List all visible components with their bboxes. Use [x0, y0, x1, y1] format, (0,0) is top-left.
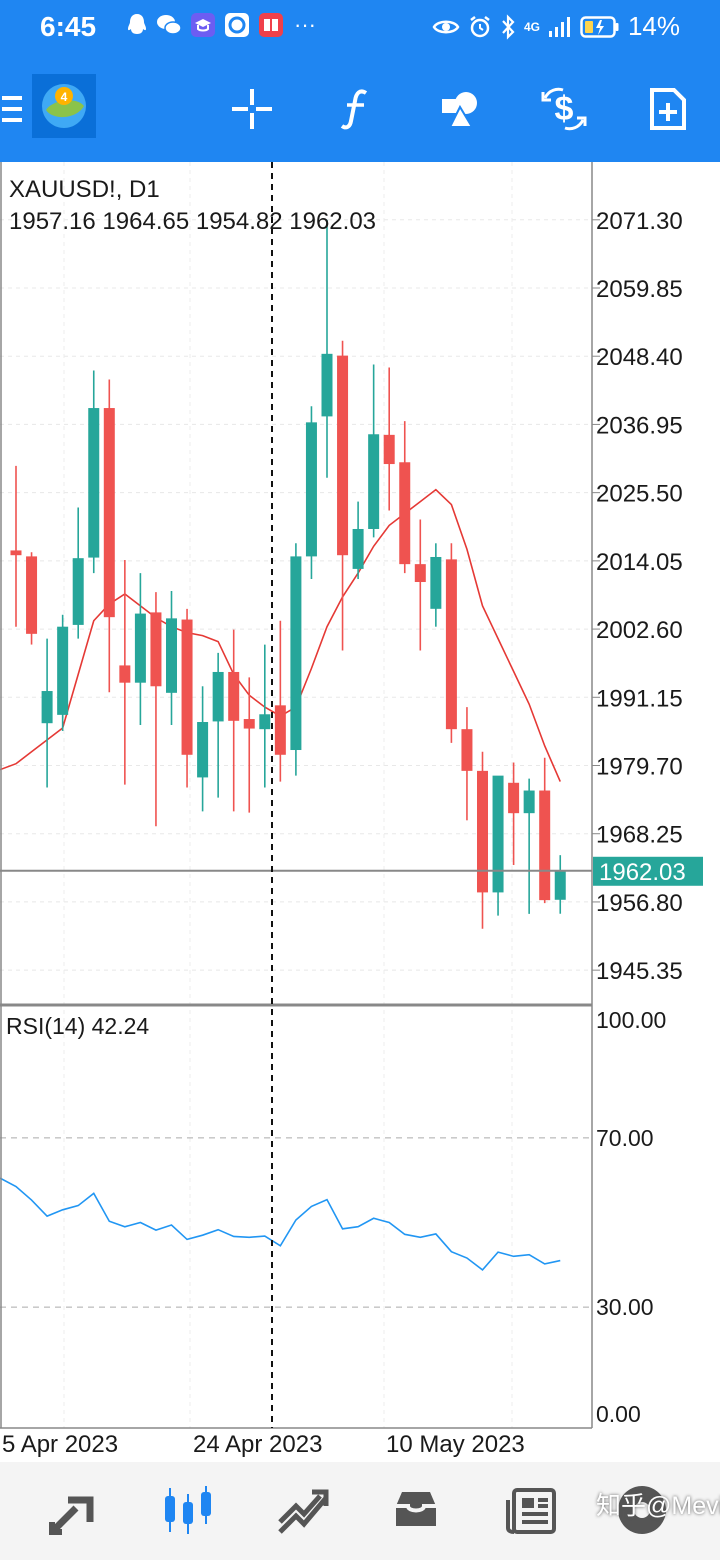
- news-icon[interactable]: [502, 1480, 562, 1540]
- candle-bearish[interactable]: [10, 465, 22, 627]
- candle-bearish[interactable]: [383, 367, 395, 511]
- watermark: 知乎@Mevir: [596, 1492, 720, 1520]
- candle-bearish[interactable]: [228, 629, 240, 812]
- price-tick-label: 2036.95: [596, 412, 683, 439]
- rsi-tick-label: 30.00: [596, 1294, 654, 1320]
- school-icon: [191, 13, 215, 37]
- rsi-line: [0, 1177, 561, 1271]
- system-icons: 4G 14%: [432, 11, 680, 42]
- chart-icon[interactable]: [158, 1480, 218, 1540]
- candle-bullish[interactable]: [134, 573, 146, 725]
- signal-icon: [548, 16, 570, 37]
- candle-bullish[interactable]: [72, 507, 84, 639]
- price-tick-label: 2025.50: [596, 481, 683, 508]
- candle-bullish[interactable]: [492, 775, 504, 916]
- candle-bearish[interactable]: [539, 757, 551, 904]
- candle-bearish[interactable]: [243, 677, 255, 813]
- price-tick-label: 2071.30: [596, 208, 683, 235]
- history-icon[interactable]: [386, 1480, 446, 1540]
- svg-text:4: 4: [61, 90, 68, 104]
- svg-text:$: $: [555, 90, 574, 128]
- candle-bearish[interactable]: [103, 379, 115, 693]
- date-tick-label: 5 Apr 2023: [2, 1431, 118, 1458]
- ohlc-values: 1957.16 1964.65 1954.82 1962.03: [9, 208, 377, 235]
- browser-icon: [225, 13, 249, 37]
- rsi-tick-label: 70.00: [596, 1125, 654, 1151]
- current-price-label: 1962.03: [599, 859, 686, 886]
- price-tick-label: 1968.25: [596, 822, 683, 849]
- settings-icon[interactable]: [612, 1480, 672, 1540]
- eye-icon: [432, 20, 460, 33]
- price-tick-label: 2048.40: [596, 344, 683, 371]
- new-order-icon[interactable]: [640, 68, 696, 150]
- candle-bearish[interactable]: [337, 340, 349, 651]
- symbol-change-icon[interactable]: $: [536, 68, 592, 150]
- date-tick-label: 24 Apr 2023: [193, 1431, 322, 1458]
- chart-toolbar: 4 $: [0, 60, 720, 160]
- candle-bullish[interactable]: [259, 644, 271, 788]
- candle-bullish[interactable]: [290, 543, 302, 776]
- candle-bearish[interactable]: [461, 707, 473, 821]
- more-notifications: ···: [294, 12, 316, 37]
- candle-bearish[interactable]: [181, 608, 193, 788]
- current-price-badge: [593, 856, 703, 886]
- candle-bearish[interactable]: [119, 559, 131, 785]
- candle-bearish[interactable]: [445, 543, 457, 743]
- candle-bullish[interactable]: [368, 364, 380, 538]
- status-bar: 6:45 ··· 4G 14%: [0, 0, 720, 54]
- candle-bullish[interactable]: [321, 219, 333, 478]
- price-tick-label: 1945.35: [596, 958, 683, 985]
- candle-bullish[interactable]: [166, 590, 177, 725]
- top-app-bar: 6:45 ··· 4G 14% 4: [0, 0, 720, 162]
- alarm-icon: [470, 15, 490, 37]
- candle-bullish[interactable]: [305, 406, 317, 580]
- quotes-icon[interactable]: [44, 1480, 104, 1540]
- rsi-tick-label: 0.00: [596, 1401, 641, 1427]
- candle-bullish[interactable]: [57, 614, 69, 731]
- objects-icon[interactable]: [434, 68, 486, 150]
- rsi-tick-label: 100.00: [596, 1007, 666, 1033]
- battery-icon: [580, 15, 619, 38]
- candle-bullish[interactable]: [88, 370, 100, 574]
- bottom-navigation: [0, 1462, 720, 1560]
- candle-bearish[interactable]: [508, 762, 520, 865]
- candle-bullish[interactable]: [212, 652, 224, 798]
- price-tick-label: 2059.85: [596, 276, 683, 303]
- price-tick-label: 1979.70: [596, 754, 683, 781]
- candle-bullish[interactable]: [352, 501, 364, 580]
- candle-bullish[interactable]: [197, 686, 209, 812]
- candle-bearish[interactable]: [274, 620, 286, 782]
- candle-bearish[interactable]: [150, 592, 162, 827]
- candle-bullish[interactable]: [523, 778, 535, 914]
- status-time: 6:45: [40, 11, 97, 42]
- rsi-label: RSI(14) 42.24: [6, 1013, 150, 1039]
- candle-bullish[interactable]: [430, 543, 442, 627]
- candle-bearish[interactable]: [477, 751, 488, 929]
- candle-bearish[interactable]: [26, 552, 38, 645]
- menu-icon[interactable]: [0, 68, 26, 150]
- candle-bullish[interactable]: [554, 855, 566, 914]
- price-chart[interactable]: 2071.30 2059.85 2048.40 2036.95 2025.50 2014.…: [0, 162, 720, 1462]
- price-tick-label: 1991.15: [596, 685, 683, 712]
- wechat-icon: [157, 15, 182, 35]
- crosshair-icon[interactable]: [226, 68, 278, 150]
- indicators-icon[interactable]: [330, 68, 382, 150]
- network-type: 4G: [523, 19, 540, 34]
- reader-icon: [259, 13, 283, 37]
- price-tick-label: 2014.05: [596, 549, 683, 576]
- notification-icons: ···: [126, 12, 316, 38]
- price-tick-label: 1956.80: [596, 890, 683, 917]
- symbol-label: XAUUSD!, D1: [9, 176, 160, 203]
- qq-icon: [128, 14, 146, 34]
- bluetooth-icon: [502, 13, 515, 40]
- candle-bearish[interactable]: [399, 421, 411, 574]
- price-tick-label: 2002.60: [596, 617, 683, 644]
- app-logo[interactable]: 4: [32, 74, 96, 138]
- candle-bullish[interactable]: [41, 638, 53, 788]
- battery-percent: 14%: [627, 11, 680, 41]
- trade-icon[interactable]: [272, 1480, 332, 1540]
- candle-bearish[interactable]: [414, 519, 426, 651]
- date-tick-label: 10 May 2023: [386, 1431, 525, 1458]
